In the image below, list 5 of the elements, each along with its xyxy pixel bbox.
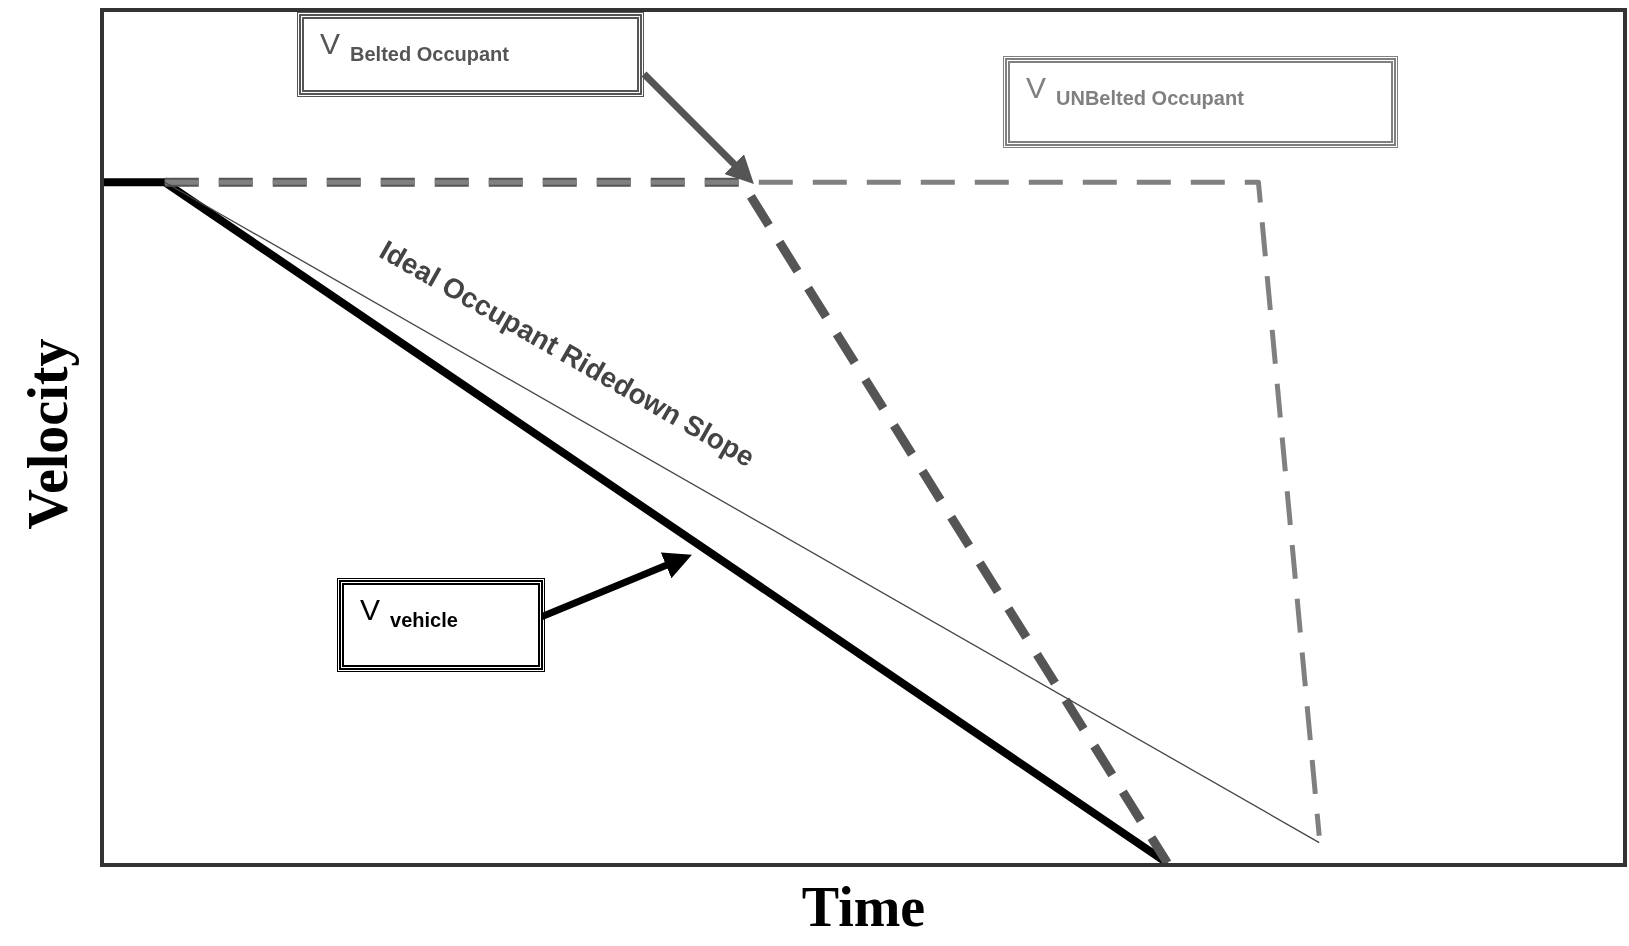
text-box: V$_{Belted Occupant}$	[299, 14, 642, 95]
text-box: V$_{vehicle}$	[339, 580, 543, 670]
text-box: V$_{UNBelted Occupant}$	[1005, 58, 1396, 146]
x-axis-title: Time	[801, 875, 926, 939]
y-axis-title: Velocity	[16, 338, 80, 529]
